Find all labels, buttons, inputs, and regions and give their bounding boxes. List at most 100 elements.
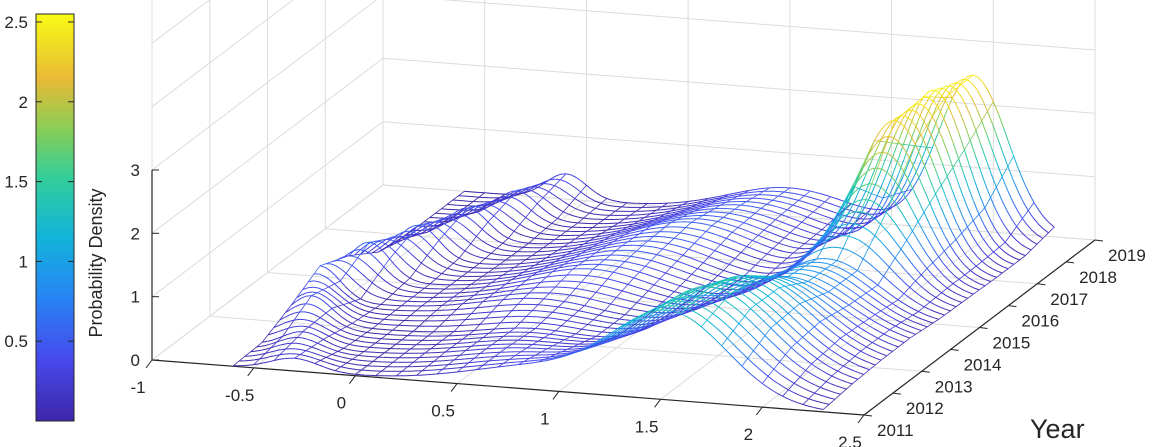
surface-segment [351,319,359,324]
surface-segment [777,393,783,397]
surface-segment [798,394,804,398]
surface-segment [991,268,998,272]
surface-segment [464,250,471,255]
surface-segment [649,217,655,220]
surface-segment [486,233,493,239]
surface-segment [744,210,751,213]
surface-segment [580,288,586,291]
surface-segment [1043,228,1049,234]
surface-segment [792,317,799,324]
surface-segment [593,319,599,322]
surface-segment [629,262,636,265]
surface-segment [397,231,403,236]
surface-segment [713,196,719,198]
surface-segment [908,116,915,131]
grid-line [151,121,384,298]
surface-segment [805,189,811,192]
surface-segment [256,345,262,348]
surface-segment [844,223,850,225]
surface-segment [901,213,908,223]
surface-segment [475,208,481,212]
surface-segment [572,315,579,318]
surface-segment [984,207,991,220]
surface-segment [1022,201,1029,211]
surface-segment [818,285,824,290]
surface-segment [689,241,695,244]
surface-segment [571,251,577,254]
surface-segment [665,308,672,314]
surface-segment [749,189,755,191]
surface-segment [406,238,413,243]
surface-segment [873,328,879,332]
surface-segment [512,272,519,275]
surface-segment [765,322,772,329]
surface-segment [651,305,658,308]
surface-segment [685,315,692,320]
surface-segment [754,283,761,288]
surface-segment [281,338,288,341]
surface-segment [787,313,794,319]
surface-segment [917,317,924,320]
surface-segment [731,231,738,235]
surface-segment [634,230,641,233]
surface-segment [909,286,916,292]
surface-segment [751,374,758,380]
surface-segment [342,255,350,259]
surface-segment [455,230,461,236]
surface-segment [577,347,583,350]
surface-segment [309,312,316,316]
surface-segment [507,192,513,197]
surface-segment [959,259,966,267]
surface-segment [499,203,506,210]
surface-segment [453,254,460,259]
surface-segment [881,296,888,301]
surface-segment [857,226,863,231]
surface-segment [299,350,307,355]
surface-segment [487,221,494,228]
surface-segment [901,195,908,202]
surface-segment [717,275,724,278]
surface-segment [669,213,675,216]
surface-segment [347,357,353,360]
surface-segment [539,265,545,268]
surface-segment [721,228,728,231]
surface-segment [939,312,945,316]
surface-segment [470,243,477,248]
surface-segment [527,189,533,192]
surface-segment [642,245,648,247]
surface-segment [849,352,856,357]
surface-segment [565,255,572,258]
surface-segment [814,392,820,396]
surface-segment [837,304,844,309]
surface-segment [842,247,849,251]
surface-segment [584,297,591,300]
surface-segment [835,392,841,395]
surface-segment [518,241,524,244]
surface-segment [564,293,570,296]
surface-segment [350,373,356,375]
surface-segment [500,196,507,198]
surface-segment [749,320,756,326]
surface-segment [770,327,777,334]
surface-segment [839,290,845,295]
surface-segment [771,317,777,324]
surface-segment [767,295,774,301]
surface-segment [823,402,830,405]
surface-segment [641,310,647,312]
surface-segment [756,257,762,260]
surface-segment [567,314,573,317]
surface-segment [567,247,574,250]
surface-segment [393,285,399,290]
surface-segment [875,202,882,208]
surface-segment [686,296,693,301]
surface-segment [826,258,833,260]
colorbar-tick-label: 1.5 [4,173,28,192]
surface-segment [779,282,786,287]
surface-segment [694,235,701,238]
surface-segment [579,209,585,213]
surface-segment [394,237,402,243]
surface-segment [655,227,661,229]
surface-segment [753,225,760,229]
surface-segment [800,235,806,239]
surface-segment [455,214,463,222]
